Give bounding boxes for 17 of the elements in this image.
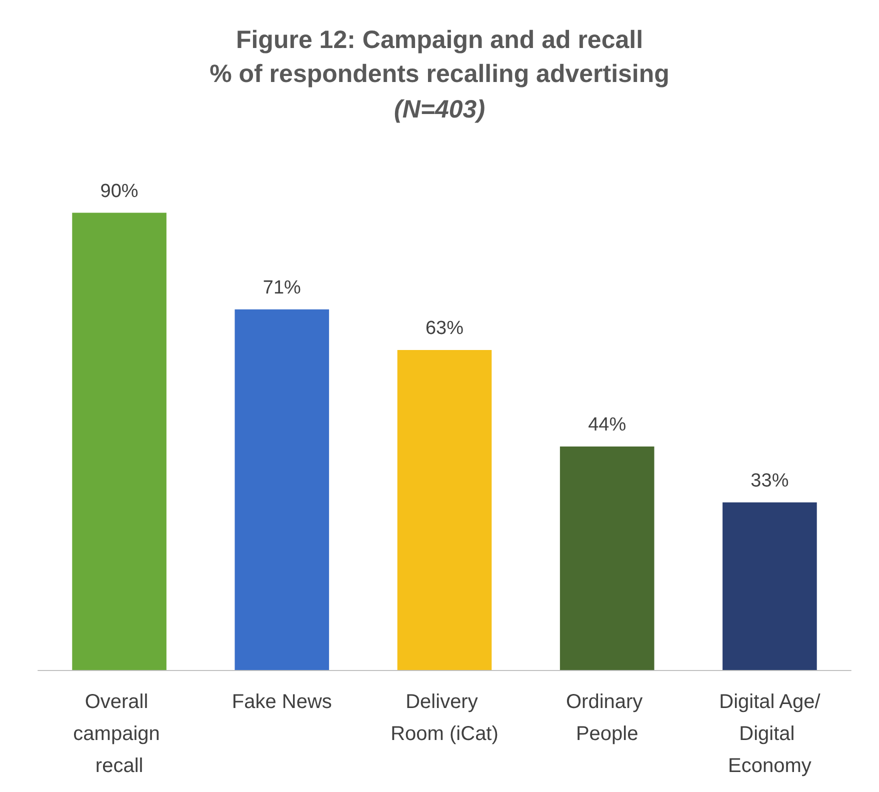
data-label: 44% <box>588 414 626 436</box>
x-tick-label: Ordinary People <box>566 691 648 745</box>
data-label: 71% <box>262 277 302 298</box>
x-tick-label: Fake News <box>232 691 332 713</box>
chart-subtitle: (N=403) <box>394 96 486 124</box>
x-tick-label: Overall campaign recall <box>73 691 166 777</box>
data-label: 33% <box>750 470 789 492</box>
bar <box>234 309 330 670</box>
x-tick-label: Delivery Room (iCat) <box>390 691 498 745</box>
data-label: 63% <box>425 318 464 339</box>
bar <box>560 446 654 670</box>
bar <box>72 212 166 670</box>
x-tick-label: Digital Age/Digital Economy <box>719 691 821 777</box>
chart-title: Figure 12: Campaign and ad recall % of respondents recalling advertising <box>210 26 670 88</box>
data-label: 90% <box>100 180 138 202</box>
bar <box>397 350 492 670</box>
bar <box>722 502 817 670</box>
